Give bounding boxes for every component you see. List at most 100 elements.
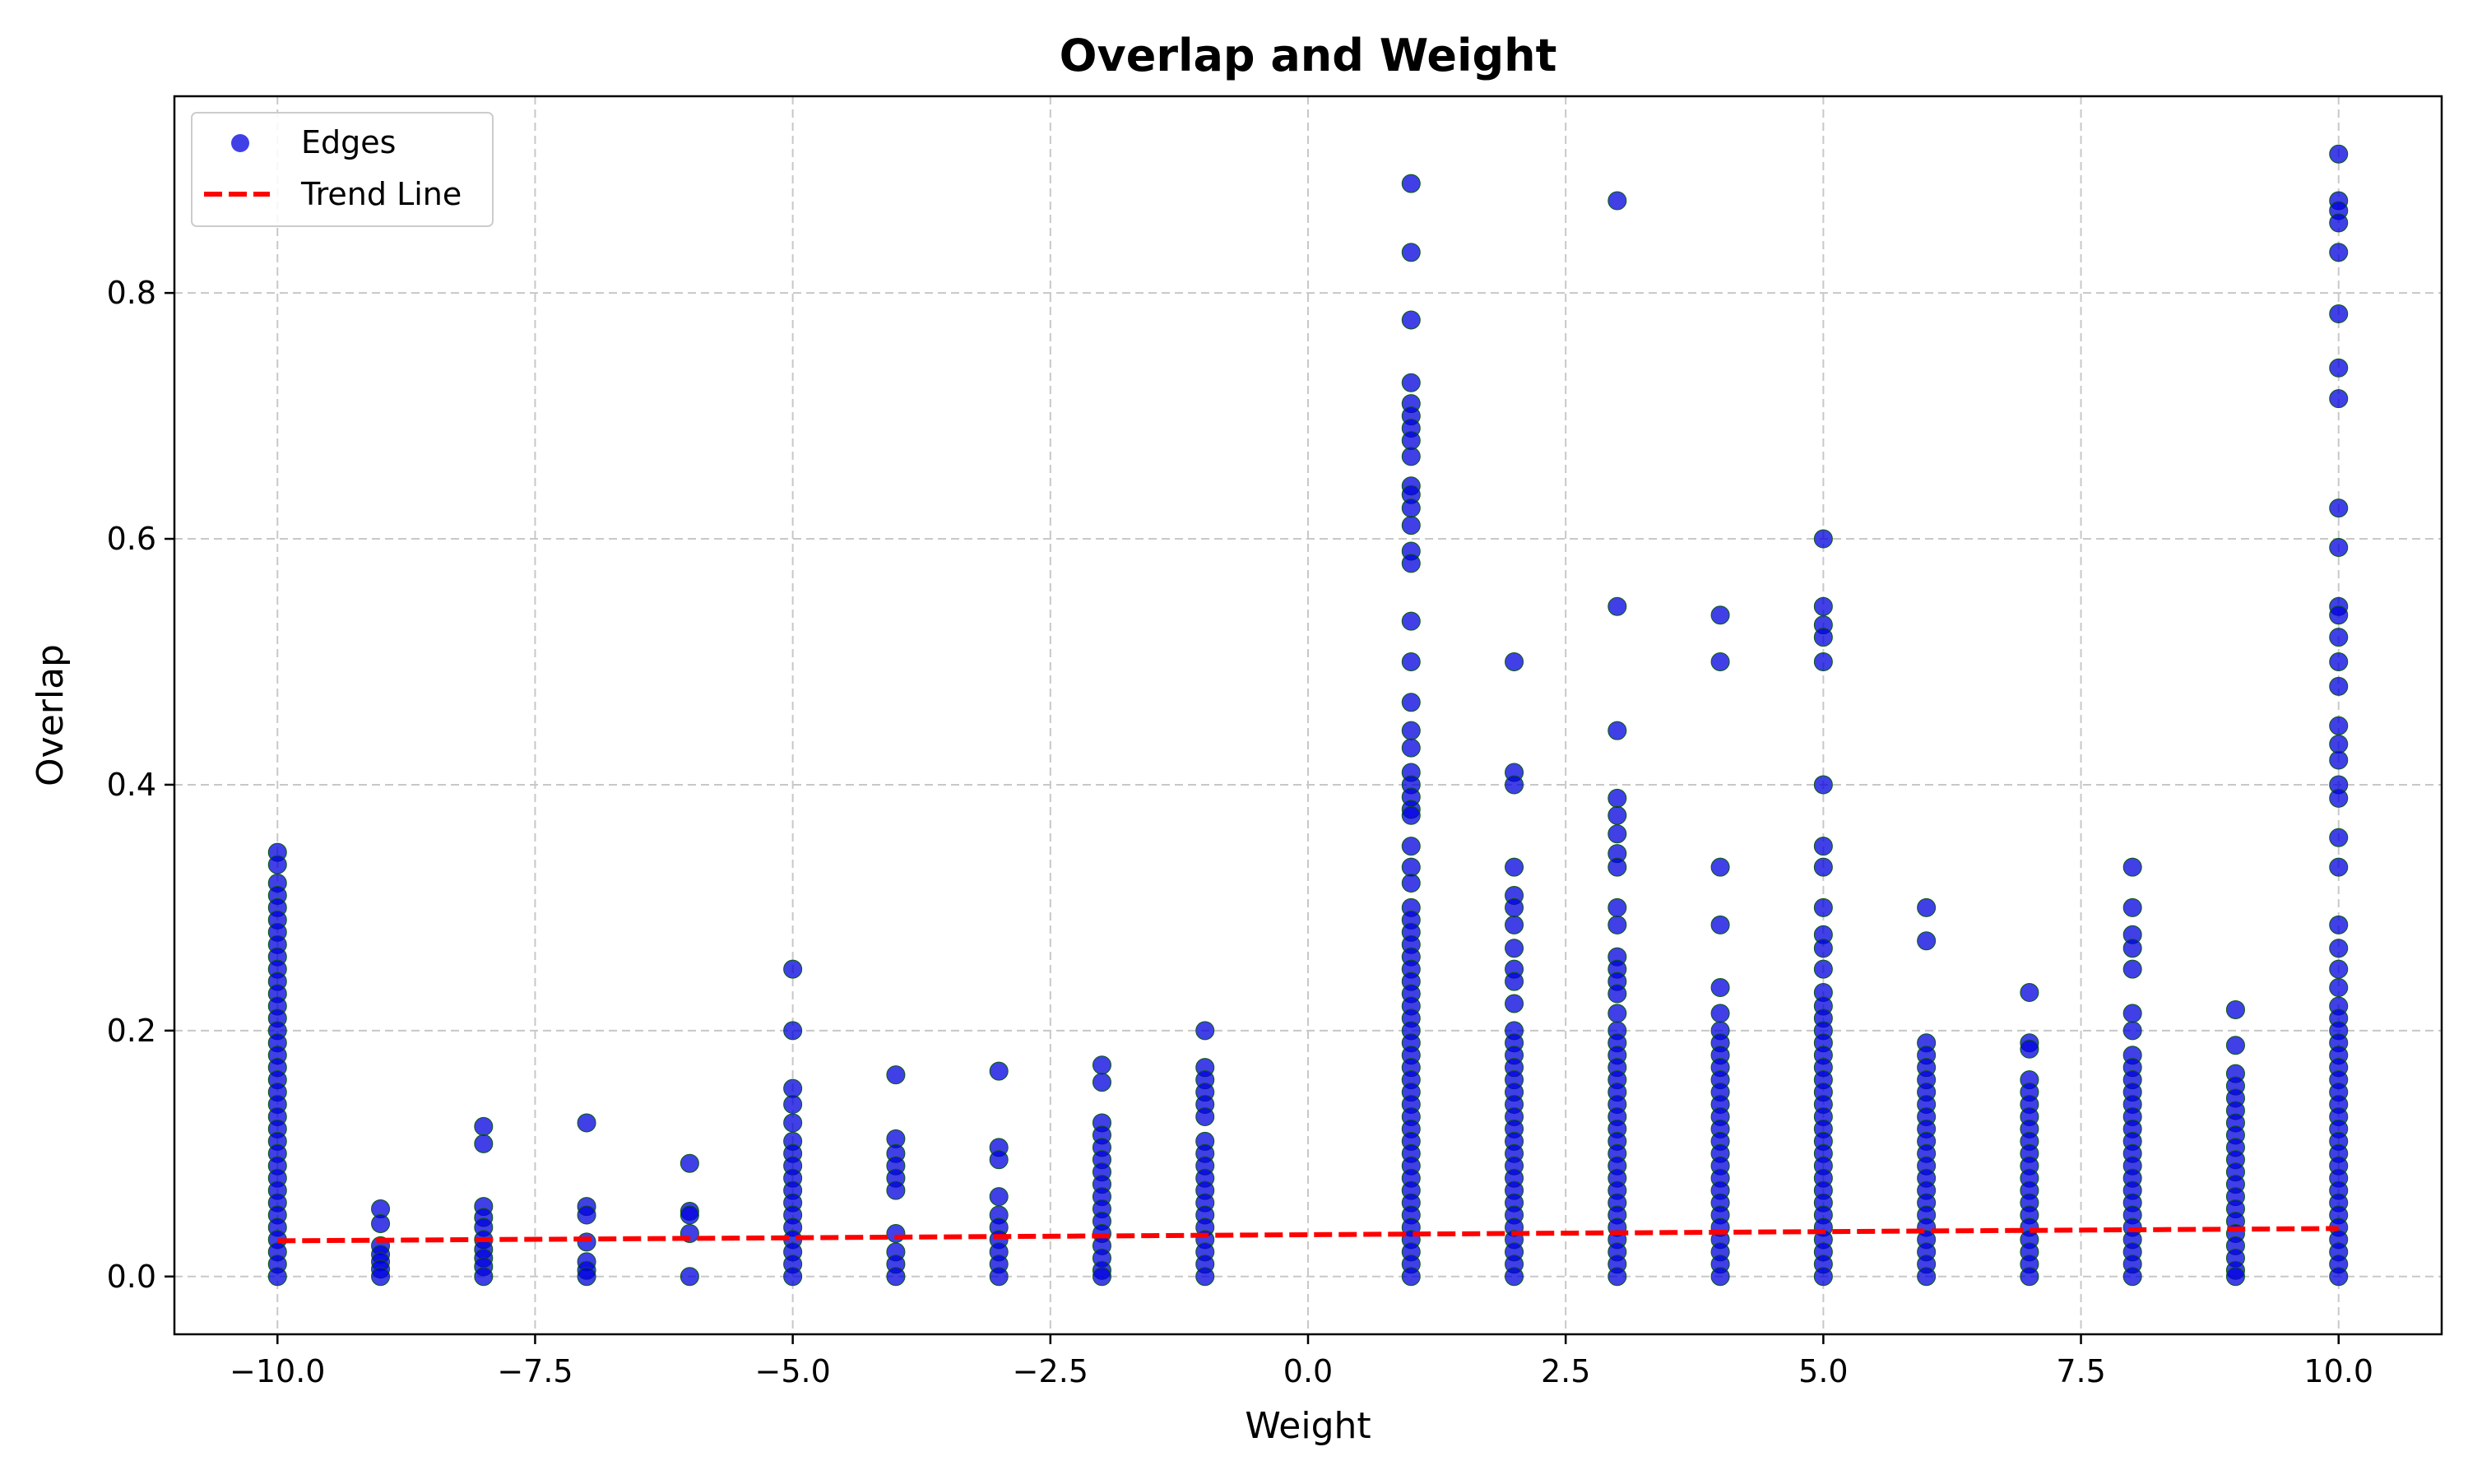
scatter-point <box>474 1267 494 1287</box>
scatter-point <box>2225 1267 2245 1287</box>
scatter-point <box>1813 596 1833 616</box>
scatter-point <box>1401 1267 1421 1287</box>
scatter-point <box>1607 721 1627 740</box>
scatter-point <box>1607 824 1627 844</box>
scatter-point <box>2329 939 2349 958</box>
scatter-point <box>1813 1267 1833 1287</box>
x-tick-label-6: 5.0 <box>1798 1353 1848 1389</box>
scatter-point <box>2020 1039 2039 1059</box>
scatter-point <box>886 1267 906 1287</box>
scatter-point <box>783 959 803 979</box>
scatter-point <box>2329 716 2349 735</box>
scatter-point <box>1401 721 1421 740</box>
trend-line <box>277 1226 2339 1244</box>
scatter-point <box>680 1267 699 1287</box>
scatter-point <box>474 1116 494 1136</box>
scatter-point <box>989 1267 1009 1287</box>
scatter-point <box>2329 857 2349 877</box>
scatter-point <box>1401 430 1421 450</box>
scatter-point <box>1710 1267 1730 1287</box>
scatter-point <box>1607 1267 1627 1287</box>
scatter-point <box>1813 652 1833 671</box>
scatter-point <box>783 1021 803 1041</box>
scatter-point <box>2020 983 2039 1003</box>
scatter-point <box>2329 144 2349 164</box>
scatter-point <box>2122 1267 2142 1287</box>
scatter-point <box>2122 1004 2142 1023</box>
scatter-point <box>1401 837 1421 856</box>
scatter-point <box>989 1150 1009 1170</box>
y-tick-label-1: 0.2 <box>107 1013 156 1049</box>
scatter-point <box>783 1267 803 1287</box>
scatter-point <box>1813 628 1833 647</box>
scatter-point <box>680 1205 699 1225</box>
y-tick-label-4: 0.8 <box>107 275 156 311</box>
scatter-point <box>2122 939 2142 958</box>
y-tick-label-0: 0.0 <box>107 1259 156 1295</box>
scatter-point <box>989 1061 1009 1081</box>
chart-title: Overlap and Weight <box>1060 30 1557 81</box>
scatter-point <box>2329 735 2349 754</box>
scatter-point <box>1092 1055 1111 1075</box>
scatter-point <box>680 1153 699 1173</box>
x-tick-label-7: 7.5 <box>2056 1353 2105 1389</box>
scatter-point <box>1401 499 1421 518</box>
scatter-point <box>2329 605 2349 625</box>
scatter-point <box>2122 1021 2142 1041</box>
scatter-point <box>886 1223 906 1243</box>
scatter-point <box>1710 605 1730 625</box>
scatter-point <box>1813 897 1833 917</box>
scatter-point <box>2329 243 2349 262</box>
scatter-point <box>1813 775 1833 795</box>
scatter-point <box>2122 959 2142 979</box>
scatter-point <box>474 1134 494 1153</box>
scatter-point <box>577 1267 596 1287</box>
scatter-point <box>1401 243 1421 262</box>
scatter-point <box>267 1267 287 1287</box>
scatter-point <box>1401 373 1421 392</box>
scatter-point <box>1813 857 1833 877</box>
scatter-point <box>1607 984 1627 1004</box>
scatter-point <box>1401 310 1421 330</box>
scatter-point <box>1401 516 1421 536</box>
scatter-point <box>2329 213 2349 233</box>
scatter-point <box>577 1205 596 1225</box>
scatter-point <box>886 1065 906 1085</box>
scatter-point <box>1401 447 1421 466</box>
scatter-point <box>1195 1267 1215 1287</box>
scatter-point <box>1917 897 1937 917</box>
scatter-point <box>2329 978 2349 998</box>
scatter-point <box>1710 652 1730 671</box>
scatter-point <box>783 1078 803 1098</box>
scatter-point <box>1401 611 1421 631</box>
x-tick-label-0: −10.0 <box>230 1353 325 1389</box>
scatter-point <box>1195 1106 1215 1126</box>
scatter-point <box>1505 652 1524 671</box>
scatter-point <box>1401 693 1421 712</box>
scatter-point <box>1710 915 1730 934</box>
scatter-point <box>2329 1267 2349 1287</box>
scatter-point <box>1607 805 1627 825</box>
scatter-point <box>1607 191 1627 211</box>
scatter-point <box>1195 1021 1215 1041</box>
scatter-point <box>1607 897 1627 917</box>
scatter-point <box>1917 931 1937 951</box>
legend: Edges Trend Line <box>191 112 494 227</box>
scatter-point <box>2329 628 2349 647</box>
axis-ticks: −10.0 −7.5 −5.0 −2.5 0.0 2.5 5.0 7.5 10.0 0.0 0.2 0… <box>107 275 2373 1389</box>
x-tick-label-2: −5.0 <box>754 1353 830 1389</box>
scatter-point <box>2329 959 2349 979</box>
scatter-point <box>1917 1267 1937 1287</box>
scatter-point <box>1710 978 1730 998</box>
scatter-point <box>2225 999 2245 1019</box>
scatter-point <box>2329 915 2349 934</box>
scatter-point <box>577 1232 596 1252</box>
scatter-point <box>1401 174 1421 193</box>
scatter-point <box>1607 596 1627 616</box>
scatter-point <box>2020 1267 2039 1287</box>
scatter-point <box>1607 857 1627 877</box>
scatter-point <box>2329 652 2349 671</box>
scatter-point <box>1710 857 1730 877</box>
scatter-point <box>1092 1073 1111 1092</box>
